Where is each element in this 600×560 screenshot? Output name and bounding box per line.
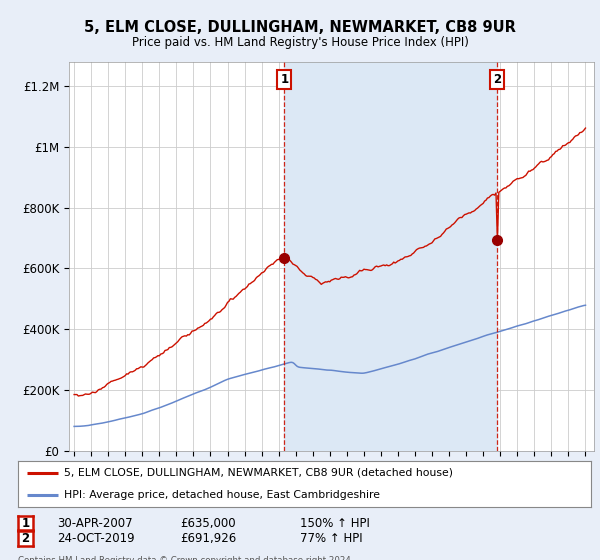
Text: 2: 2 <box>493 73 502 86</box>
Text: 77% ↑ HPI: 77% ↑ HPI <box>300 532 362 545</box>
Text: Price paid vs. HM Land Registry's House Price Index (HPI): Price paid vs. HM Land Registry's House … <box>131 36 469 49</box>
Text: 30-APR-2007: 30-APR-2007 <box>57 517 133 530</box>
Text: £691,926: £691,926 <box>180 532 236 545</box>
Bar <box>284 62 497 451</box>
Text: 2: 2 <box>22 532 29 545</box>
Text: 24-OCT-2019: 24-OCT-2019 <box>57 532 134 545</box>
Text: Contains HM Land Registry data © Crown copyright and database right 2024.
This d: Contains HM Land Registry data © Crown c… <box>18 556 353 560</box>
Text: 5, ELM CLOSE, DULLINGHAM, NEWMARKET, CB8 9UR: 5, ELM CLOSE, DULLINGHAM, NEWMARKET, CB8… <box>84 20 516 35</box>
Text: 150% ↑ HPI: 150% ↑ HPI <box>300 517 370 530</box>
Text: HPI: Average price, detached house, East Cambridgeshire: HPI: Average price, detached house, East… <box>64 490 380 500</box>
Text: 1: 1 <box>22 516 29 530</box>
Text: 1: 1 <box>280 73 289 86</box>
Text: £635,000: £635,000 <box>180 517 236 530</box>
Text: 5, ELM CLOSE, DULLINGHAM, NEWMARKET, CB8 9UR (detached house): 5, ELM CLOSE, DULLINGHAM, NEWMARKET, CB8… <box>64 468 453 478</box>
